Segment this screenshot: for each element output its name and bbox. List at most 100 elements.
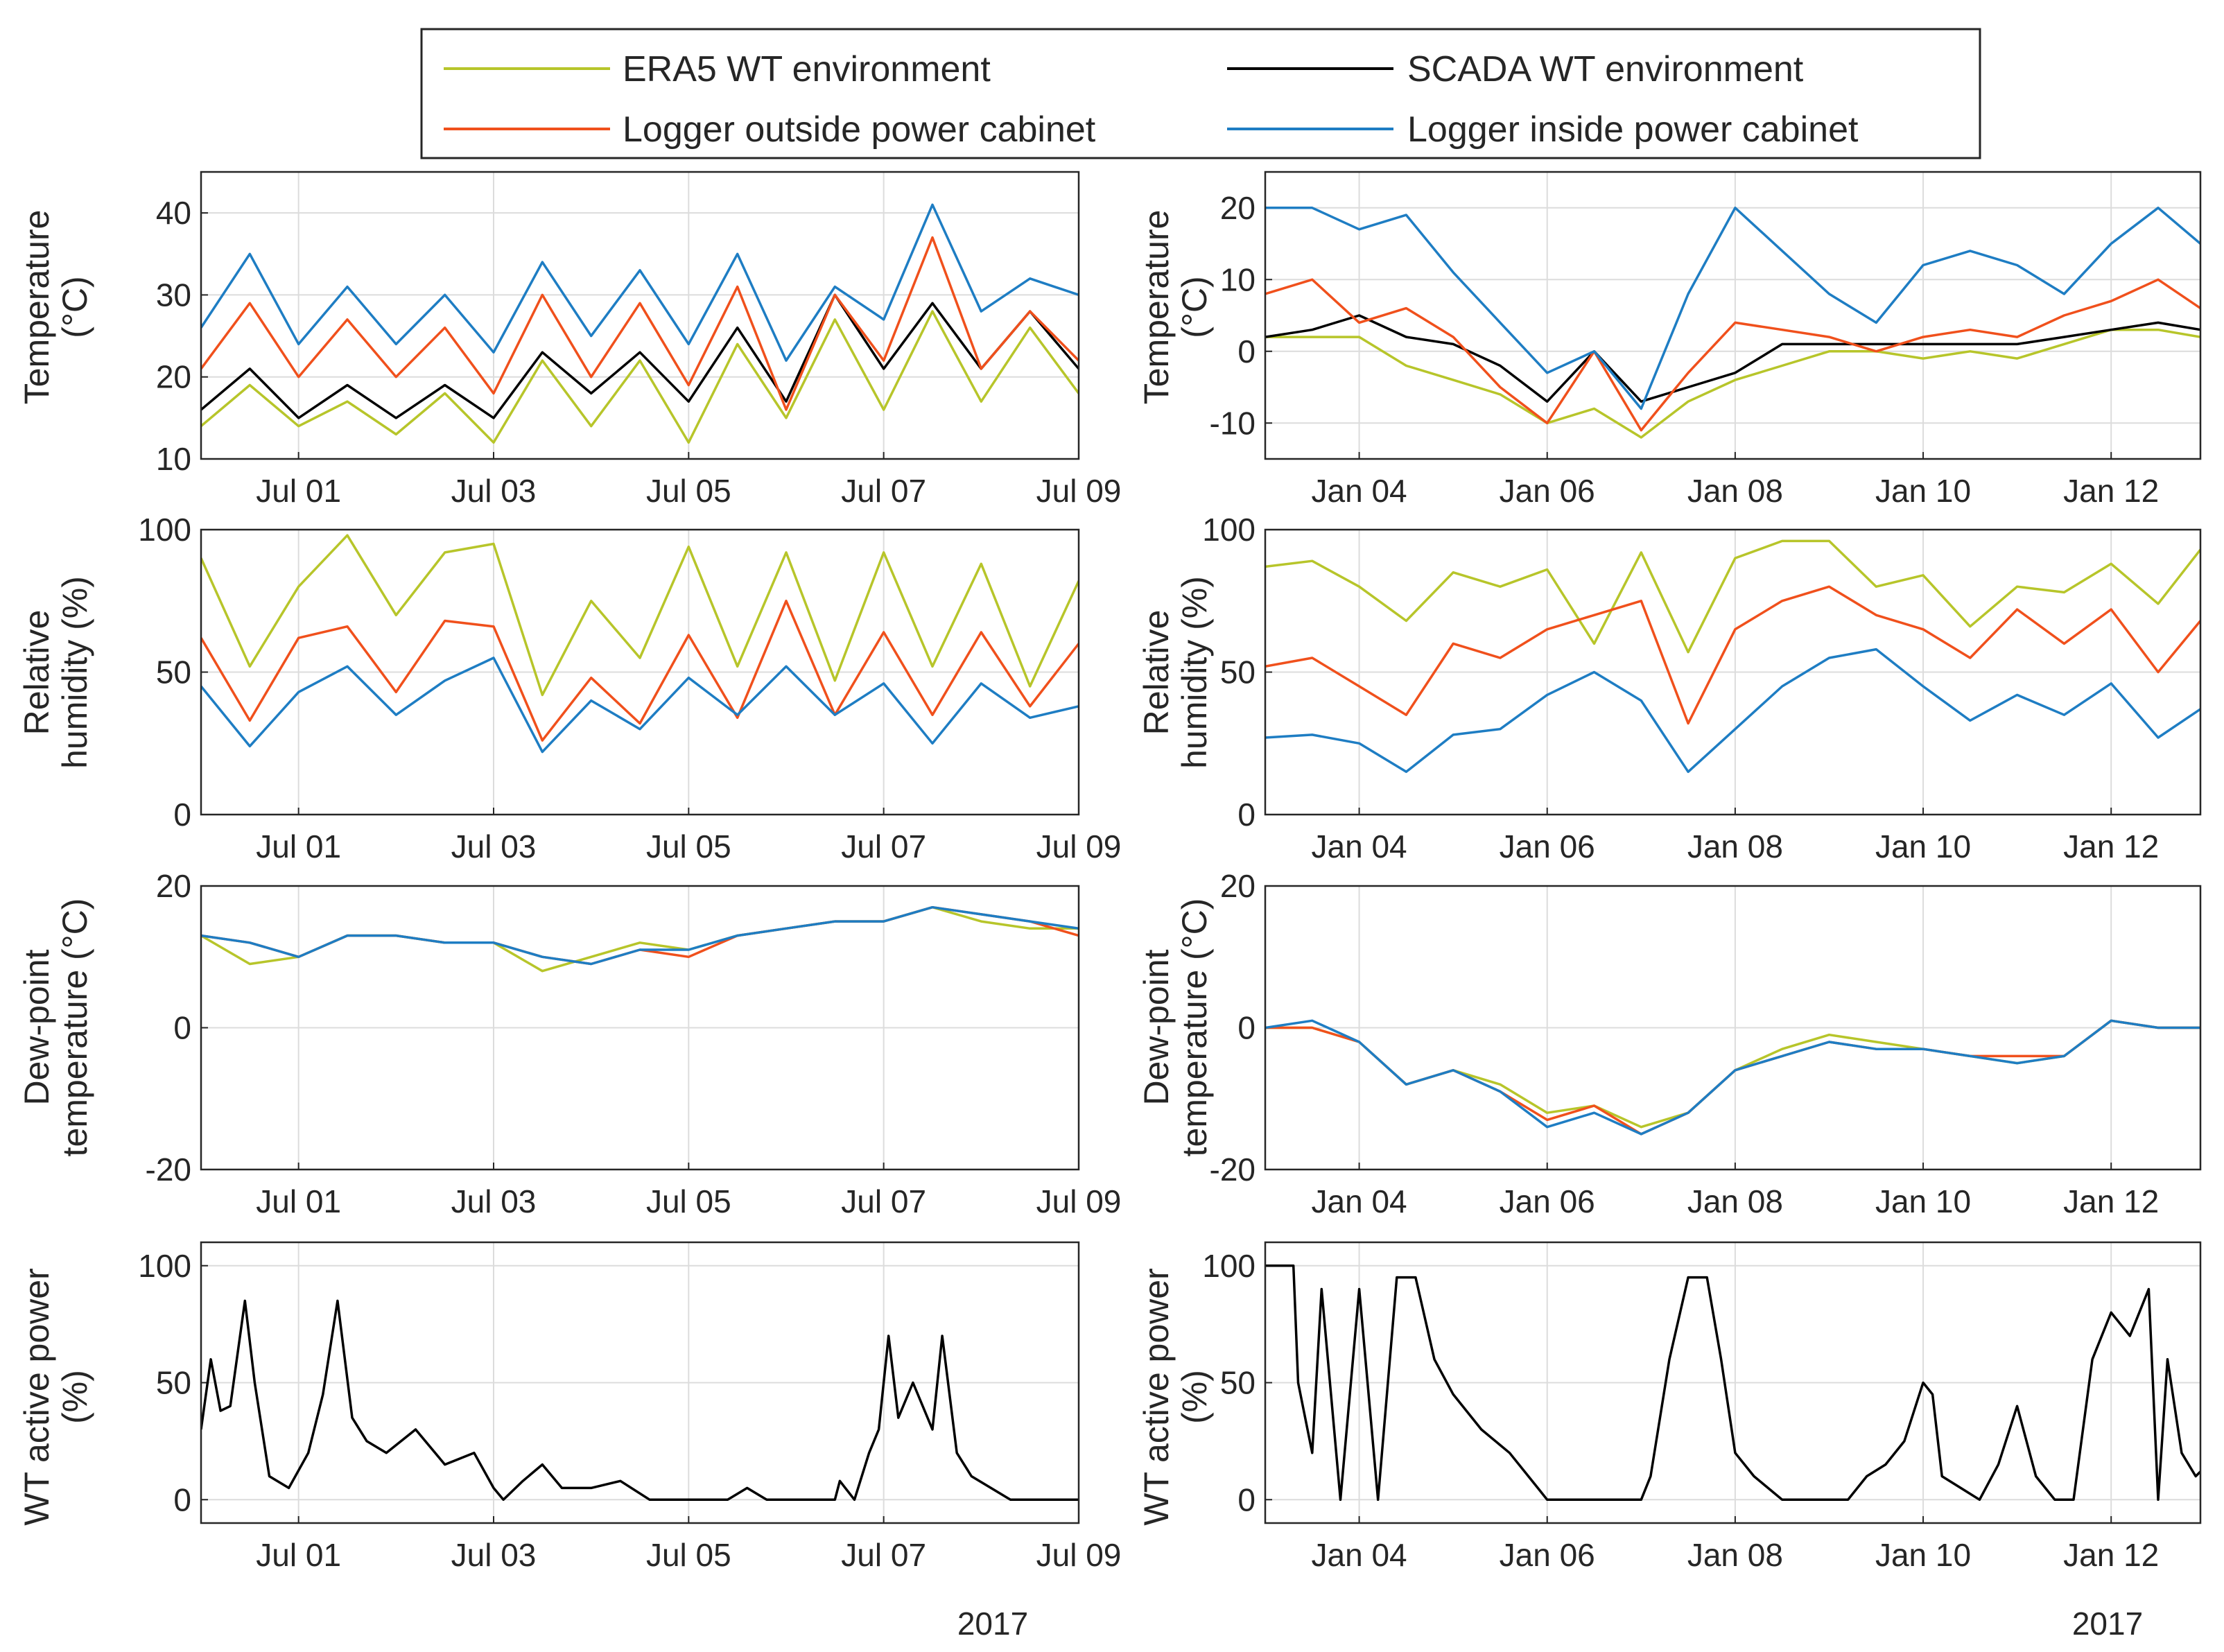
ylabel-temperature-right-line2: (°C) — [1175, 276, 1214, 338]
x-tick-label: Jul 05 — [646, 1183, 731, 1219]
axes-frame — [200, 528, 1080, 816]
series-line-scada — [1265, 314, 2200, 403]
panel-relative_humidity-winter: Jan 04 Jan 06 Jan 08 Jan 10 Jan 12 0 50 100 — [1202, 512, 2202, 864]
ylabel-power-left-line1: WT active power — [17, 1268, 56, 1525]
series-line-inside — [1265, 1019, 2200, 1136]
y-tick-label: 20 — [1220, 868, 1256, 904]
plot-area-temperature-summer — [201, 172, 1079, 459]
x-tick-label: Jul 01 — [256, 1183, 341, 1219]
y-tick-label: 50 — [156, 1365, 191, 1401]
legend-label-scada: SCADA WT environment — [1407, 49, 1804, 89]
x-tick-label: Jul 05 — [646, 828, 731, 864]
y-tick-label: 50 — [1220, 1365, 1256, 1401]
x-tick-label: Jul 01 — [256, 1537, 341, 1573]
ylabel-power-left-line2: (%) — [55, 1370, 94, 1424]
y-tick-label: 20 — [1220, 190, 1256, 226]
x-tick-label: Jan 10 — [1875, 828, 1971, 864]
x-tick-label: Jan 10 — [1875, 1183, 1971, 1219]
series-line-era5 — [1265, 328, 2200, 439]
y-tick-label: 0 — [1237, 1010, 1256, 1046]
y-tick-label: 0 — [1237, 797, 1256, 833]
series-line-era5 — [1265, 539, 2200, 654]
ylabel-humidity-left-line2: humidity (%) — [55, 576, 94, 769]
y-tick-label: 100 — [138, 1248, 191, 1284]
x-tick-label: Jan 06 — [1500, 1537, 1595, 1573]
series-line-outside — [201, 600, 1079, 742]
legend: ERA5 WT environment SCADA WT environment… — [420, 28, 1981, 159]
series-line-era5 — [201, 534, 1079, 697]
x-tick-label: Jan 06 — [1500, 473, 1595, 509]
ylabel-humidity-left-line1: Relative — [17, 610, 56, 736]
x-tick-label: Jul 05 — [646, 473, 731, 509]
x-tick-label: Jul 09 — [1036, 1183, 1122, 1219]
ylabel-power-right-line2: (%) — [1175, 1370, 1214, 1424]
y-tick-label: 0 — [173, 1010, 191, 1046]
panel-dew_point-summer: Jul 01 Jul 03 Jul 05 Jul 07 Jul 09 -20 0 20 — [146, 868, 1122, 1219]
legend-label-inside: Logger inside power cabinet — [1407, 110, 1859, 150]
x-tick-label: Jul 01 — [256, 828, 341, 864]
y-tick-label: 0 — [1237, 333, 1256, 369]
x-tick-label: Jan 08 — [1687, 828, 1783, 864]
series-line-inside — [1265, 647, 2200, 774]
x-tick-label: Jan 12 — [2063, 1183, 2159, 1219]
series-line-era5 — [201, 310, 1079, 444]
y-tick-label: -20 — [146, 1151, 191, 1188]
y-tick-label: 30 — [156, 277, 191, 313]
ylabel-humidity-right-line1: Relative — [1137, 610, 1176, 736]
series-line-inside — [1265, 207, 2200, 410]
x-tick-label: Jan 08 — [1687, 1537, 1783, 1573]
year-label-right: 2017 — [2072, 1606, 2143, 1642]
axes-frame — [1264, 1241, 2202, 1524]
panel-active_power-summer: Jul 01 Jul 03 Jul 05 Jul 07 Jul 09 0 50 100 — [138, 1241, 1122, 1573]
x-tick-label: Jul 03 — [451, 828, 537, 864]
series-line-inside — [201, 905, 1079, 966]
x-tick-label: Jan 12 — [2063, 473, 2159, 509]
x-tick-label: Jul 03 — [451, 473, 537, 509]
x-tick-label: Jan 10 — [1875, 473, 1971, 509]
ylabel-temperature-left-line1: Temperature — [17, 210, 56, 405]
x-tick-label: Jul 07 — [841, 1183, 926, 1219]
ylabels: Temperature (°C) Temperature (°C) Relati… — [17, 210, 1214, 1526]
y-tick-label: 100 — [1202, 512, 1256, 548]
x-tick-label: Jul 01 — [256, 473, 341, 509]
x-tick-label: Jul 09 — [1036, 473, 1122, 509]
x-tick-label: Jul 09 — [1036, 828, 1122, 864]
ylabel-dewpoint-right-line2: temperature (°C) — [1175, 898, 1214, 1157]
plot-area-temperature-winter — [1265, 172, 2200, 459]
legend-label-outside: Logger outside power cabinet — [623, 110, 1096, 150]
y-tick-label: 50 — [1220, 654, 1256, 690]
x-tick-label: Jan 06 — [1500, 1183, 1595, 1219]
series-line-scada — [201, 293, 1079, 419]
panel-temperature-winter: Jan 04 Jan 06 Jan 08 Jan 10 Jan 12 -10 0 10 20 — [1210, 171, 2202, 509]
x-tick-label: Jul 09 — [1036, 1537, 1122, 1573]
y-tick-label: 50 — [156, 654, 191, 690]
y-tick-label: 100 — [138, 512, 191, 548]
ylabel-humidity-right-line2: humidity (%) — [1175, 576, 1214, 769]
y-tick-label: 10 — [156, 441, 191, 477]
x-tick-label: Jan 04 — [1312, 828, 1407, 864]
y-tick-label: 0 — [1237, 1481, 1256, 1518]
series-line-scada — [1265, 1264, 2200, 1502]
legend-box — [420, 28, 1981, 159]
x-tick-label: Jan 06 — [1500, 828, 1595, 864]
x-tick-label: Jul 05 — [646, 1537, 731, 1573]
panel-relative_humidity-summer: Jul 01 Jul 03 Jul 05 Jul 07 Jul 09 0 50 100 — [138, 512, 1121, 864]
year-label-left: 2017 — [957, 1606, 1028, 1642]
y-tick-label: 0 — [173, 797, 191, 833]
x-tick-label: Jan 12 — [2063, 1537, 2159, 1573]
x-tick-label: Jan 04 — [1312, 1537, 1407, 1573]
x-tick-label: Jul 07 — [841, 828, 926, 864]
x-tick-label: Jan 08 — [1687, 473, 1783, 509]
series-line-inside — [201, 657, 1079, 754]
ylabel-temperature-left-line2: (°C) — [55, 276, 94, 338]
axes-frame — [200, 1241, 1080, 1524]
axes-frame — [200, 885, 1080, 1171]
y-tick-label: 100 — [1202, 1248, 1256, 1284]
y-tick-label: 20 — [156, 359, 191, 395]
y-tick-label: -20 — [1210, 1151, 1256, 1188]
x-tick-label: Jul 03 — [451, 1537, 537, 1573]
x-tick-label: Jan 10 — [1875, 1537, 1971, 1573]
axes-frame — [1264, 885, 2202, 1171]
series-line-scada — [201, 1299, 1079, 1502]
